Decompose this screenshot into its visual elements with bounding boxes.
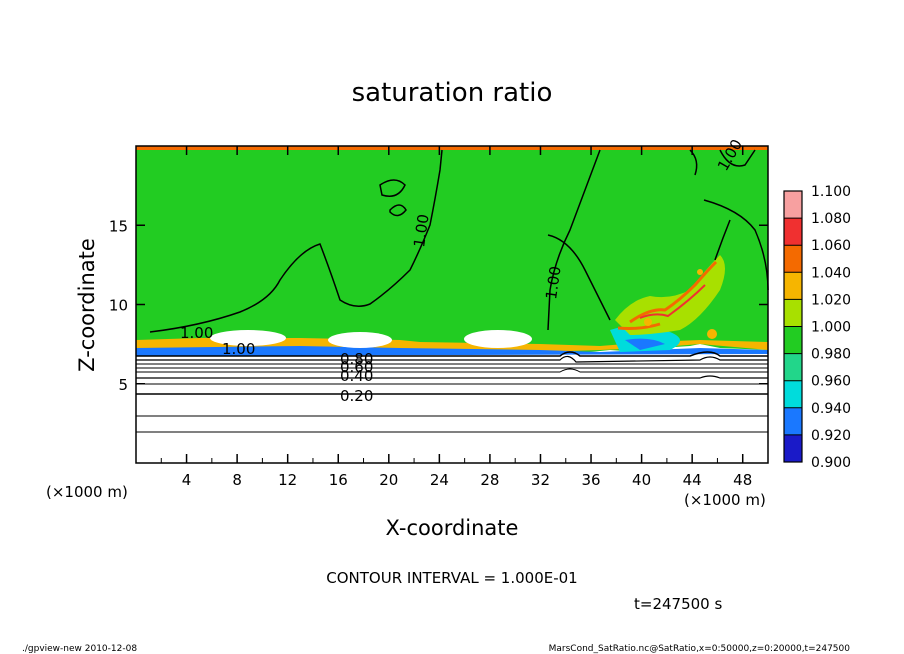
colorbar-label: 1.060	[811, 238, 851, 254]
colorbar-swatch	[784, 353, 802, 381]
contour-label: 0.20	[340, 387, 373, 405]
x-tick-label: 24	[430, 471, 449, 489]
colorbar-label: 0.980	[811, 347, 851, 363]
x-axis: 4 8 12 16 20 24 28 32 36 40 44 48	[160, 146, 752, 489]
x-tick-label: 20	[379, 471, 398, 489]
contour-label: 0.60	[340, 358, 373, 376]
colorbar-label: 1.020	[811, 292, 851, 308]
x-tick-label: 4	[182, 471, 192, 489]
contour-label: 1.00	[222, 340, 255, 358]
supersaturated-edge	[617, 260, 718, 330]
plot-area: 1.00 1.00 1.00 1.00 1.00 0.80 0.60 0.40 …	[135, 136, 769, 464]
supersaturated-spot	[707, 329, 717, 339]
y-tick-label: 15	[109, 217, 128, 235]
colorbar-swatch	[784, 299, 802, 327]
colorbar-label: 1.000	[811, 320, 851, 336]
contour-label: 0.40	[340, 367, 373, 385]
footer-right: MarsCond_SatRatio.nc@SatRatio,x=0:50000,…	[549, 644, 851, 654]
colorbar-swatch	[784, 380, 802, 408]
colorbar-swatch	[784, 191, 802, 219]
colorbar-label: 0.900	[811, 455, 851, 471]
colorbar-label: 0.940	[811, 401, 851, 417]
colorbar-swatch	[784, 407, 802, 435]
contour-label: 0.80	[340, 350, 373, 368]
x-tick-label: 44	[683, 471, 702, 489]
footer-left: ./gpview-new 2010-12-08	[22, 644, 137, 654]
contour-label: 1.00	[542, 265, 564, 301]
contour-label: 1.00	[180, 324, 213, 342]
cloud-hole	[210, 330, 286, 346]
colorbar-swatch	[784, 272, 802, 300]
colorbar-swatch	[784, 245, 802, 273]
colorbar-label: 0.920	[811, 428, 851, 444]
colorbar-label: 1.040	[811, 265, 851, 281]
colorbar: 1.100 1.080 1.060 1.040 1.020 1.000 0.980 0.960…	[783, 184, 851, 471]
colorbar-swatch	[784, 434, 802, 462]
x-tick-label: 32	[531, 471, 550, 489]
z-unit-label: (×1000 m)	[46, 483, 128, 501]
x-tick-label: 36	[581, 471, 600, 489]
x-tick-label: 16	[329, 471, 348, 489]
y-tick-label: 5	[118, 376, 128, 394]
contour-lines-upper	[149, 149, 769, 333]
y-tick-label: 10	[109, 297, 128, 315]
x-tick-label: 28	[480, 471, 499, 489]
top-edge-band	[136, 146, 768, 150]
colorbar-label: 1.080	[811, 211, 851, 227]
colorbar-label: 1.100	[811, 184, 851, 200]
contour-label: 1.00	[410, 213, 432, 249]
boundary-band-blue	[136, 346, 768, 356]
supersaturated-spot	[697, 269, 703, 275]
chart-title: saturation ratio	[352, 78, 553, 108]
contour-interval-text: CONTOUR INTERVAL = 1.000E-01	[326, 569, 577, 587]
y-axis-label: Z-coordinate	[75, 238, 99, 372]
supersaturated-spot	[644, 318, 652, 326]
contour-lines-lower	[136, 351, 768, 433]
cloud-hole	[464, 330, 532, 348]
x-unit-label: (×1000 m)	[684, 491, 766, 509]
boundary-band-orange	[136, 338, 768, 354]
colorbar-label: 0.960	[811, 374, 851, 390]
supersaturated-region	[136, 146, 768, 354]
x-axis-label: X-coordinate	[386, 516, 519, 540]
supersaturated-core	[639, 284, 706, 319]
x-tick-label: 40	[632, 471, 651, 489]
x-tick-label: 8	[232, 471, 242, 489]
cloud-hole	[328, 332, 392, 348]
x-tick-label: 48	[733, 471, 752, 489]
y-axis: 5 10 15	[109, 217, 768, 394]
colorbar-swatch	[784, 326, 802, 354]
time-text: t=247500 s	[634, 595, 722, 613]
colorbar-swatch	[784, 218, 802, 246]
x-tick-label: 12	[278, 471, 297, 489]
undersaturated-core	[625, 338, 665, 350]
